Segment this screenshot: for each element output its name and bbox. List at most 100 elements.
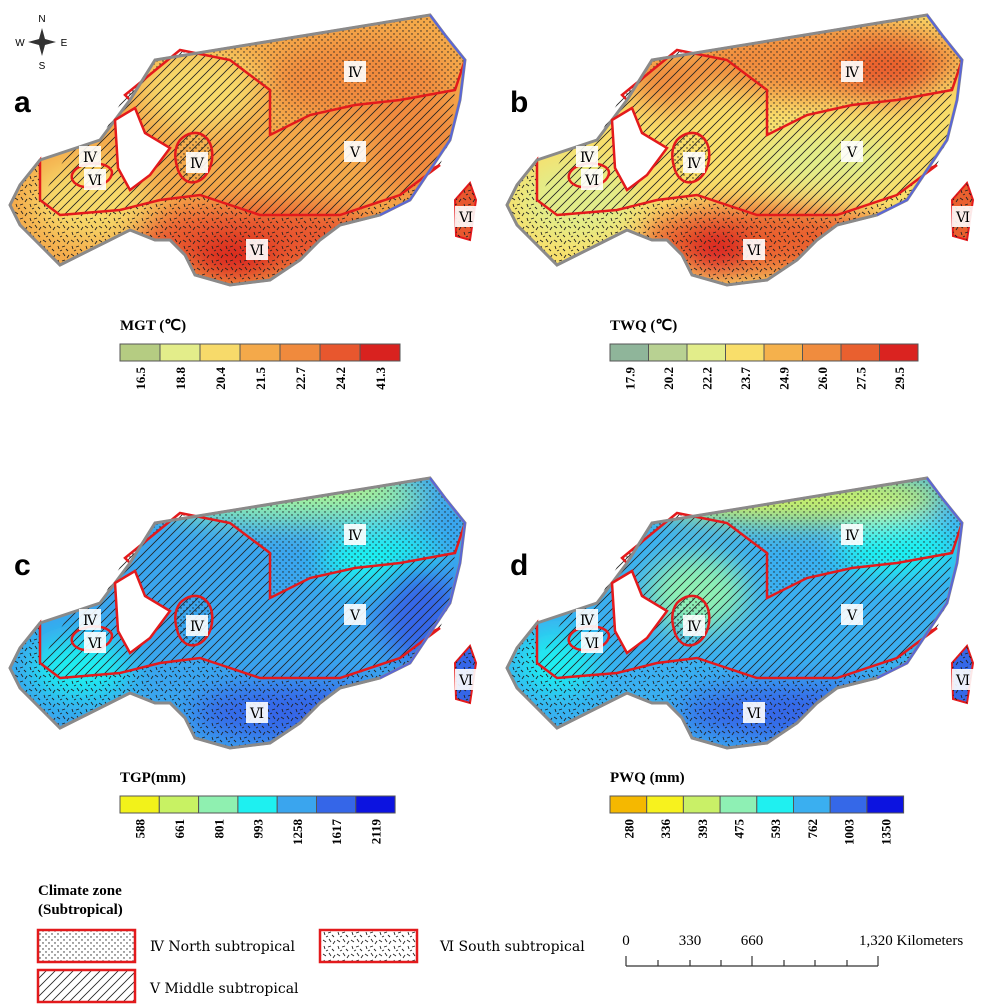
climate-legend: Climate zone (Subtropical) Ⅳ North subtr… <box>36 883 585 1004</box>
scale-label: 330 <box>679 933 702 949</box>
legend-label: 280 <box>621 819 636 839</box>
legend-label: 22.7 <box>293 367 308 390</box>
legend-label: 20.4 <box>213 367 228 390</box>
coastline-east <box>876 14 964 216</box>
zone-label: Ⅳ <box>83 613 98 629</box>
legend-swatch <box>793 795 831 814</box>
zone-label-box <box>455 669 477 690</box>
zone-label-box <box>683 615 705 636</box>
legend-label: 801 <box>211 819 226 839</box>
legend-swatch <box>646 795 684 814</box>
zone-label-box <box>84 632 106 653</box>
zone-label: Ⅳ <box>83 150 98 166</box>
zone-label: Ⅳ <box>190 156 205 172</box>
coastline-east <box>379 477 467 679</box>
compass-e: E <box>61 38 68 49</box>
zone-label: Ⅵ <box>87 173 102 189</box>
legend-label: 26.0 <box>815 367 830 390</box>
legend-swatch <box>648 343 688 362</box>
panel-letter: d <box>510 549 528 582</box>
compass: N S W E <box>15 14 67 72</box>
legend-label: 21.5 <box>253 367 268 390</box>
zone-label-box <box>79 146 101 167</box>
compass-star <box>28 28 56 56</box>
legend-label: 41.3 <box>373 367 388 390</box>
map-panel: Ⅳ Ⅴ Ⅵ Ⅳ Ⅵ Ⅳ Ⅵ <box>505 13 975 287</box>
zone-label: Ⅳ <box>845 528 860 544</box>
legend-label: 993 <box>251 819 266 839</box>
legend-label: 24.2 <box>333 367 348 390</box>
zone-label-box <box>344 524 366 545</box>
zone-label: Ⅵ <box>458 673 473 689</box>
legend-swatch <box>119 795 160 814</box>
zone-label-box <box>841 604 863 625</box>
zone-label: Ⅵ <box>584 173 599 189</box>
scale-label: 660 <box>741 933 764 949</box>
lake <box>113 106 172 192</box>
legend-swatch <box>802 343 842 362</box>
coastline-east <box>876 477 964 679</box>
panel-letter: a <box>14 86 31 119</box>
zone-label: Ⅳ <box>580 613 595 629</box>
legend-swatch <box>719 795 758 814</box>
zone-label: Ⅴ <box>846 608 858 624</box>
swatch-south <box>318 928 419 964</box>
legend-label: 1350 <box>878 819 893 845</box>
zone-label-box <box>344 61 366 82</box>
legend-label: 18.8 <box>173 367 188 390</box>
compass-w: W <box>15 38 25 49</box>
climate-legend-title: Climate zone <box>38 883 122 899</box>
zone-label: Ⅵ <box>249 706 264 722</box>
legend-label: 1617 <box>329 819 344 846</box>
zone-label: Ⅵ <box>955 210 970 226</box>
zone-label: Ⅵ <box>458 210 473 226</box>
legend-title: TGP(mm) <box>120 770 186 786</box>
legend-label: 661 <box>172 819 187 839</box>
legend-swatch <box>682 795 721 814</box>
legend-swatch <box>829 795 868 814</box>
legend-swatch <box>159 343 201 362</box>
legend-label: 16.5 <box>133 367 148 390</box>
legend-swatch <box>237 795 278 814</box>
legend-label: 393 <box>695 819 710 839</box>
panel-letter: b <box>510 86 528 119</box>
zone-label-box <box>952 206 974 227</box>
legend-title: PWQ (mm) <box>610 770 685 786</box>
zone-label: Ⅳ <box>687 156 702 172</box>
zone-label-box <box>246 702 268 723</box>
legend-label: 29.5 <box>892 367 907 390</box>
zone-label-box <box>455 206 477 227</box>
legend-swatch <box>355 795 396 814</box>
map-panel: Ⅳ Ⅴ Ⅵ Ⅳ Ⅵ Ⅳ Ⅵ <box>505 476 975 750</box>
legend-label: 588 <box>133 819 148 839</box>
legend-swatch <box>609 795 648 814</box>
zone-label-box <box>743 239 765 260</box>
zone-label-box <box>344 141 366 162</box>
legend-label: 24.9 <box>776 367 791 390</box>
legend-label: 22.2 <box>699 367 714 390</box>
legend-swatch <box>686 343 726 362</box>
legend-swatch <box>199 343 241 362</box>
zone-label: Ⅵ <box>249 243 264 259</box>
climate-legend-title: (Subtropical) <box>38 902 123 918</box>
zone-label-box <box>344 604 366 625</box>
zone-label-box <box>186 615 208 636</box>
compass-s: S <box>39 61 46 72</box>
zone-label-box <box>683 152 705 173</box>
legend-swatch <box>866 795 905 814</box>
legend-swatch <box>198 795 239 814</box>
legend-label: 20.2 <box>661 367 676 390</box>
scale-line <box>625 956 879 967</box>
scale-label: 0 <box>622 933 630 949</box>
zone-label: Ⅵ <box>746 243 761 259</box>
legend-label: 336 <box>658 819 673 839</box>
legend-label: 23.7 <box>738 367 753 390</box>
coastline-east <box>379 14 467 216</box>
legend-label: 17.9 <box>622 367 637 390</box>
zone-label: Ⅳ <box>348 65 363 81</box>
zone-label: Ⅵ <box>746 706 761 722</box>
legend-label: 475 <box>731 819 746 839</box>
zone-label-box <box>841 141 863 162</box>
legend-swatch <box>239 343 281 362</box>
swatch-north <box>36 928 137 964</box>
